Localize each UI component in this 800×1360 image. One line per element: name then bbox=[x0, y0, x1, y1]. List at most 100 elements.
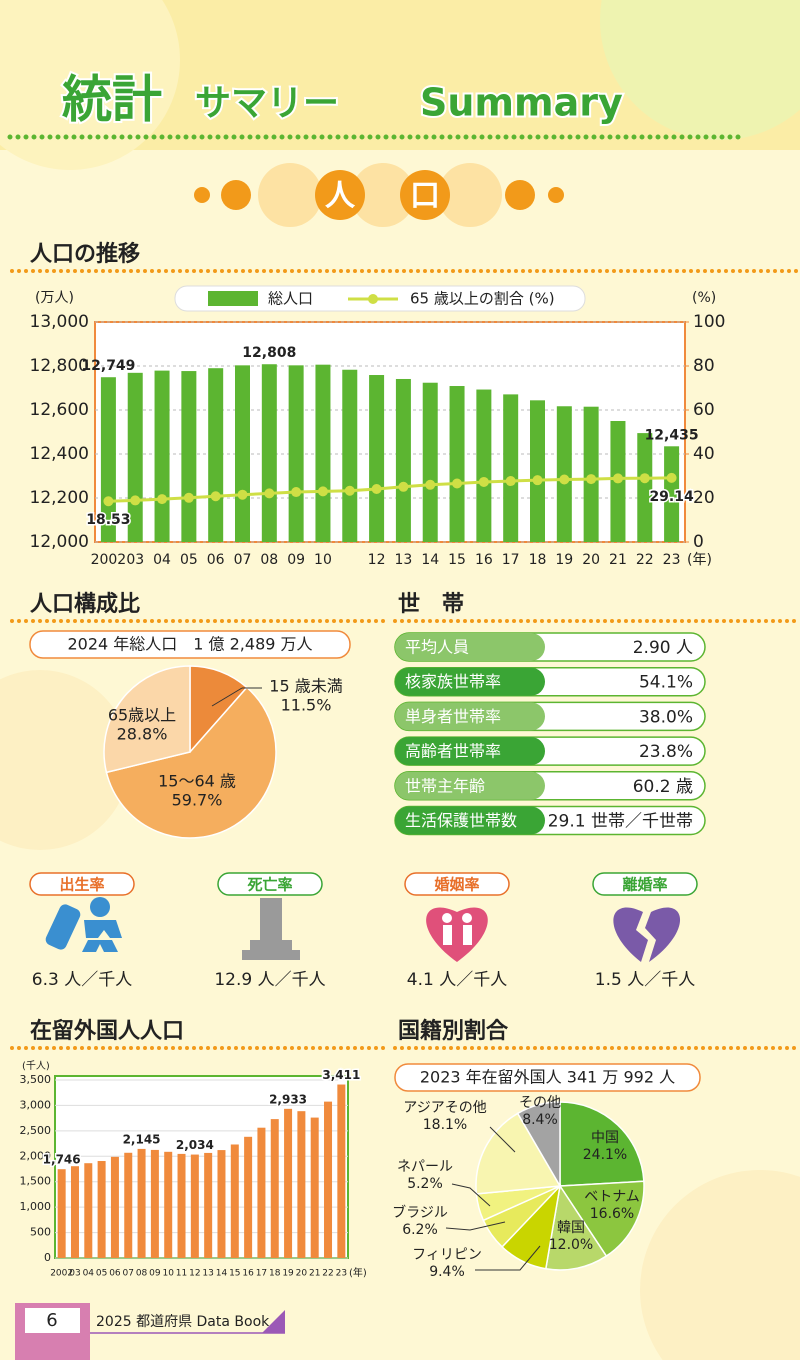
decor bbox=[640, 1170, 800, 1360]
row-label-box bbox=[395, 737, 545, 766]
bar bbox=[261, 364, 277, 542]
pie-slice bbox=[516, 1101, 561, 1189]
bar bbox=[217, 1150, 226, 1258]
page-subtitle: サマリー bbox=[195, 83, 339, 124]
bar bbox=[337, 1084, 346, 1258]
data-label: 12,808 bbox=[242, 345, 296, 361]
x-tick-label: 16 bbox=[475, 552, 493, 568]
leader-line bbox=[489, 1126, 516, 1153]
rate-label: 出生率 bbox=[59, 876, 104, 894]
line-point bbox=[103, 496, 114, 507]
y-tick-label: 1,000 bbox=[20, 1200, 52, 1213]
y-tick-label: 3,500 bbox=[20, 1073, 52, 1086]
row-label: 単身者世帯率 bbox=[405, 707, 501, 726]
row-label-box bbox=[395, 771, 545, 800]
line-point bbox=[478, 476, 489, 487]
x-tick-label: 03 bbox=[69, 1269, 80, 1279]
data-label: 12,435 bbox=[645, 427, 699, 443]
bar bbox=[181, 371, 197, 542]
x-tick-label: 03 bbox=[126, 552, 144, 568]
x-tick-label: 20 bbox=[296, 1269, 308, 1279]
rate-label: 婚姻率 bbox=[434, 876, 479, 894]
y-axis-unit: (千人) bbox=[22, 1060, 50, 1072]
bar bbox=[637, 433, 653, 542]
section-title: 国籍別割合 bbox=[398, 1018, 509, 1044]
line-point bbox=[130, 495, 141, 506]
y2-tick-label: 100 bbox=[693, 312, 725, 332]
x-tick-label: 15 bbox=[229, 1269, 240, 1279]
x-tick-label: 13 bbox=[394, 552, 412, 568]
section-badge: 人 口 bbox=[194, 163, 564, 227]
bar bbox=[449, 386, 465, 542]
y-tick-label: 0 bbox=[44, 1251, 51, 1264]
line-point bbox=[371, 483, 382, 494]
line-point bbox=[344, 485, 355, 496]
line-point bbox=[532, 475, 543, 486]
row-label-box bbox=[395, 633, 545, 661]
slice-label: アジアその他 bbox=[403, 1100, 486, 1116]
bar bbox=[57, 1169, 66, 1258]
bar bbox=[288, 365, 304, 542]
y-tick-label: 12,800 bbox=[30, 356, 89, 376]
bar bbox=[70, 1166, 79, 1258]
y-tick-label: 12,400 bbox=[30, 444, 89, 464]
pie-slice bbox=[558, 1180, 645, 1258]
bar bbox=[324, 1101, 333, 1258]
x-tick-label: 18 bbox=[269, 1269, 281, 1279]
rate-value: 1.5 人／千人 bbox=[595, 970, 695, 990]
bar bbox=[110, 1156, 119, 1258]
rate-label: 離婚率 bbox=[622, 876, 667, 894]
slice-label: 65歳以上 bbox=[108, 706, 176, 725]
slice-value: 59.7% bbox=[172, 791, 223, 810]
x-axis-unit: (年) bbox=[349, 1266, 367, 1279]
bar bbox=[422, 382, 438, 542]
decor bbox=[0, 0, 180, 170]
slice-label: ブラジル bbox=[392, 1204, 448, 1221]
x-tick-label: 12 bbox=[368, 552, 386, 568]
slice-label: その他 bbox=[519, 1095, 561, 1111]
row-label: 世帯主年齢 bbox=[405, 776, 485, 795]
slice-value: 16.6% bbox=[590, 1206, 634, 1222]
x-tick-label: 07 bbox=[123, 1269, 134, 1279]
legend-label: 65 歳以上の割合 (%) bbox=[410, 290, 555, 308]
section-title: 人口の推移 bbox=[29, 241, 140, 267]
data-label: 3,411 bbox=[322, 1068, 360, 1082]
x-tick-label: 06 bbox=[207, 552, 225, 568]
bar bbox=[244, 1136, 253, 1258]
row-value: 38.0% bbox=[639, 707, 693, 727]
rate-icons bbox=[45, 897, 681, 962]
x-tick-label: 04 bbox=[83, 1269, 95, 1279]
bar bbox=[476, 389, 492, 542]
pie-slice bbox=[105, 686, 277, 839]
y-tick-label: 12,200 bbox=[30, 488, 89, 508]
line-point bbox=[559, 474, 570, 485]
badge-char: 口 bbox=[410, 179, 440, 214]
bar bbox=[190, 1154, 199, 1258]
row-label-box bbox=[395, 667, 545, 696]
x-tick-label: 15 bbox=[448, 552, 466, 568]
line-point bbox=[210, 491, 221, 502]
data-label: 1,746 bbox=[43, 1153, 81, 1167]
bar bbox=[556, 406, 572, 542]
row-label: 平均人員 bbox=[405, 638, 469, 657]
legend-label: 総人口 bbox=[268, 290, 313, 308]
slice-label: ベトナム bbox=[584, 1189, 640, 1205]
bar bbox=[177, 1153, 186, 1258]
slice-value: 11.5% bbox=[281, 696, 332, 715]
slice-value: 8.4% bbox=[522, 1112, 558, 1128]
y-tick-label: 500 bbox=[30, 1226, 51, 1239]
bar bbox=[230, 1144, 239, 1258]
y-axis-unit: (万人) bbox=[35, 290, 74, 306]
section-title: 在留外国人人口 bbox=[30, 1018, 184, 1044]
bar bbox=[284, 1108, 293, 1258]
rate-pill bbox=[592, 872, 698, 896]
y-tick-label: 13,000 bbox=[30, 312, 89, 332]
bar bbox=[310, 1117, 319, 1258]
x-tick-label: 20 bbox=[582, 552, 600, 568]
bar bbox=[164, 1151, 173, 1258]
bar bbox=[297, 1111, 306, 1258]
y-tick-label: 1,500 bbox=[20, 1175, 52, 1188]
y2-tick-label: 60 bbox=[693, 400, 715, 420]
row-label: 生活保護世帯数 bbox=[405, 811, 517, 830]
rate-pill bbox=[404, 872, 510, 896]
